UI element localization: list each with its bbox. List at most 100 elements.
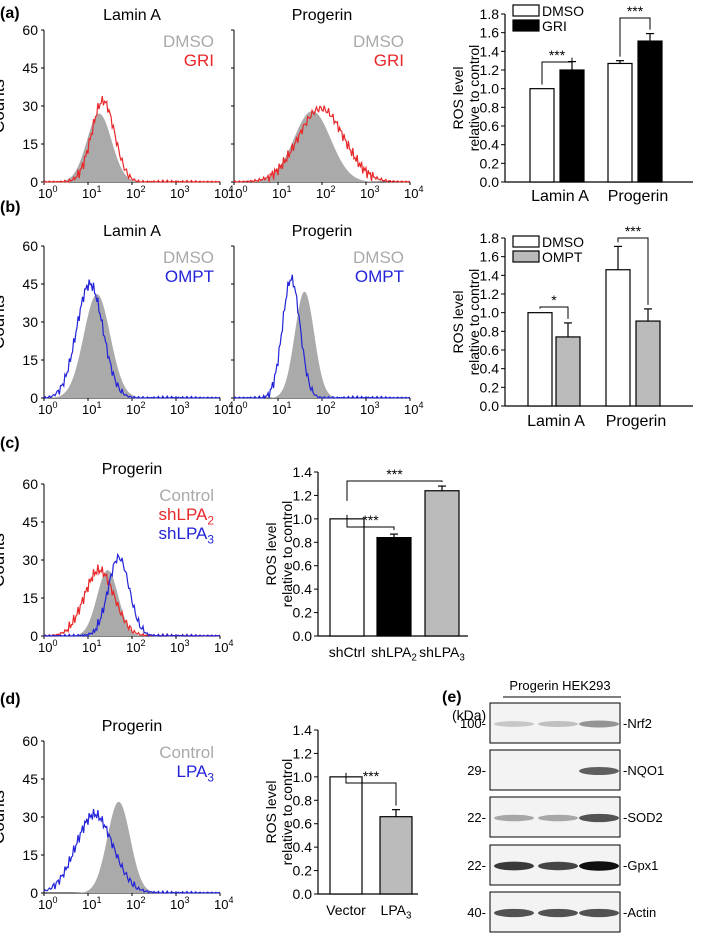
bar-y-tick-label: 1.2	[480, 286, 500, 302]
x-tick-label: 102	[126, 638, 145, 655]
protein-label: -NQO1	[623, 763, 664, 778]
mw-marker: 29-	[467, 763, 486, 778]
blot-band	[494, 861, 534, 871]
bar-y-label: relative to control	[279, 759, 295, 866]
bar-category-label: Progerin	[606, 413, 666, 430]
blot-nqo1: 29- -NQO1	[467, 749, 664, 791]
mw-marker: 40-	[467, 905, 486, 920]
y-tick-label: 45	[22, 514, 38, 530]
y-tick-label: 60	[22, 22, 38, 38]
significance-bracket	[617, 237, 649, 305]
bar-y-tick-label: 0.6	[293, 558, 313, 574]
panel-label: (c)	[0, 435, 20, 452]
y-tick-label: 0	[30, 628, 38, 644]
bar-y-tick-label: 0.8	[293, 792, 313, 808]
bar-y-tick-label: 1.8	[480, 230, 500, 246]
bar-y-tick-label: 0.0	[480, 398, 500, 414]
mw-marker: 22-	[467, 810, 486, 825]
blot-band	[579, 766, 619, 776]
significance-label: ***	[362, 512, 379, 528]
x-tick-label: 101	[272, 400, 291, 417]
histogram-fill	[234, 291, 410, 398]
y-tick-label: 30	[22, 314, 38, 330]
bar-y-tick-label: 0.4	[293, 839, 313, 855]
x-tick-label: 101	[272, 184, 291, 201]
bar	[529, 88, 555, 183]
bar-y-tick-label: 0.4	[480, 361, 500, 377]
legend-swatch	[512, 4, 540, 17]
legend-entry: OMPT	[355, 267, 404, 286]
histogram-line	[43, 552, 221, 638]
x-tick-label: 101	[82, 895, 101, 912]
legend-entry: Control	[159, 486, 214, 505]
panel-label: (b)	[0, 199, 20, 216]
blot-actin: 40- -Actin	[467, 891, 656, 933]
histogram-fill	[44, 801, 220, 893]
x-tick-label: 102	[316, 184, 335, 201]
bar-y-tick-label: 1.0	[293, 511, 313, 527]
x-tick-label: 103	[170, 638, 189, 655]
panel-d: (d) 0 15 30 45 60 100 101 102 103 104 Progerin Contr…	[0, 691, 418, 922]
y-tick-label: 30	[22, 809, 38, 825]
significance-label: ***	[625, 223, 642, 239]
y-tick-label: 0	[30, 885, 38, 901]
bar-y-tick-label: 0.0	[480, 174, 500, 190]
x-tick-label: 102	[316, 400, 335, 417]
blot-band	[494, 814, 534, 822]
y-tick-label: 0	[30, 390, 38, 406]
histogram-title: Progerin	[292, 7, 352, 24]
blot-band	[579, 720, 619, 728]
x-tick-label: 100	[38, 184, 57, 201]
legend-entry: OMPT	[165, 267, 214, 286]
y-tick-label: 45	[22, 276, 38, 292]
bar-category-label: shLPA3	[419, 644, 465, 664]
bar-y-tick-label: 0.4	[480, 137, 500, 153]
x-tick-label: 100	[228, 184, 247, 201]
x-tick-label: 102	[126, 184, 145, 201]
x-tick-label: 100	[228, 400, 247, 417]
bar-y-tick-label: 1.0	[480, 81, 500, 97]
y-tick-label: 30	[22, 98, 38, 114]
x-tick-label: 102	[126, 400, 145, 417]
bar-category-label: LPA3	[381, 902, 412, 922]
bar-y-tick-label: 1.2	[293, 487, 313, 503]
bar-y-tick-label: 0.8	[480, 99, 500, 115]
bar	[329, 518, 365, 637]
x-tick-label: 103	[170, 184, 189, 201]
mw-marker: 100-	[460, 716, 486, 731]
bar-y-tick-label: 1.6	[480, 25, 500, 41]
y-tick-label: 15	[22, 847, 38, 863]
bar-y-tick-label: 1.4	[480, 43, 500, 59]
blot-band	[538, 861, 578, 871]
bar-y-label: ROS level	[263, 780, 279, 843]
blot-band	[538, 721, 578, 727]
bar-y-tick-label: 1.2	[293, 745, 313, 761]
legend-entry: DMSO	[163, 32, 214, 51]
histogram-title: Progerin	[102, 718, 162, 735]
bar-y-tick-label: 0.6	[480, 342, 500, 358]
bar-y-tick-label: 0.2	[480, 155, 500, 171]
legend-entry: DMSO	[353, 248, 404, 267]
bar	[607, 62, 633, 183]
bar-y-tick-label: 1.6	[480, 249, 500, 265]
bar-category-label: shCtrl	[329, 644, 366, 660]
bar-y-tick-label: 0.4	[293, 581, 313, 597]
legend-entry: shLPA3	[159, 524, 215, 546]
bar-y-tick-label: 1.0	[480, 305, 500, 321]
x-tick-label: 100	[38, 638, 57, 655]
histogram-title: Lamin A	[103, 223, 161, 240]
y-axis-label: Counts	[0, 79, 8, 133]
legend-entry: shLPA2	[159, 505, 215, 527]
legend-entry: GRI	[184, 51, 214, 70]
histogram-title: Progerin	[102, 461, 162, 478]
bar	[605, 269, 631, 407]
x-tick-label: 104	[214, 400, 233, 417]
x-tick-label: 101	[82, 400, 101, 417]
protein-label: -Nrf2	[623, 716, 652, 731]
bar	[424, 490, 460, 637]
legend-entry: LPA3	[177, 762, 215, 784]
histogram-line	[233, 274, 411, 400]
